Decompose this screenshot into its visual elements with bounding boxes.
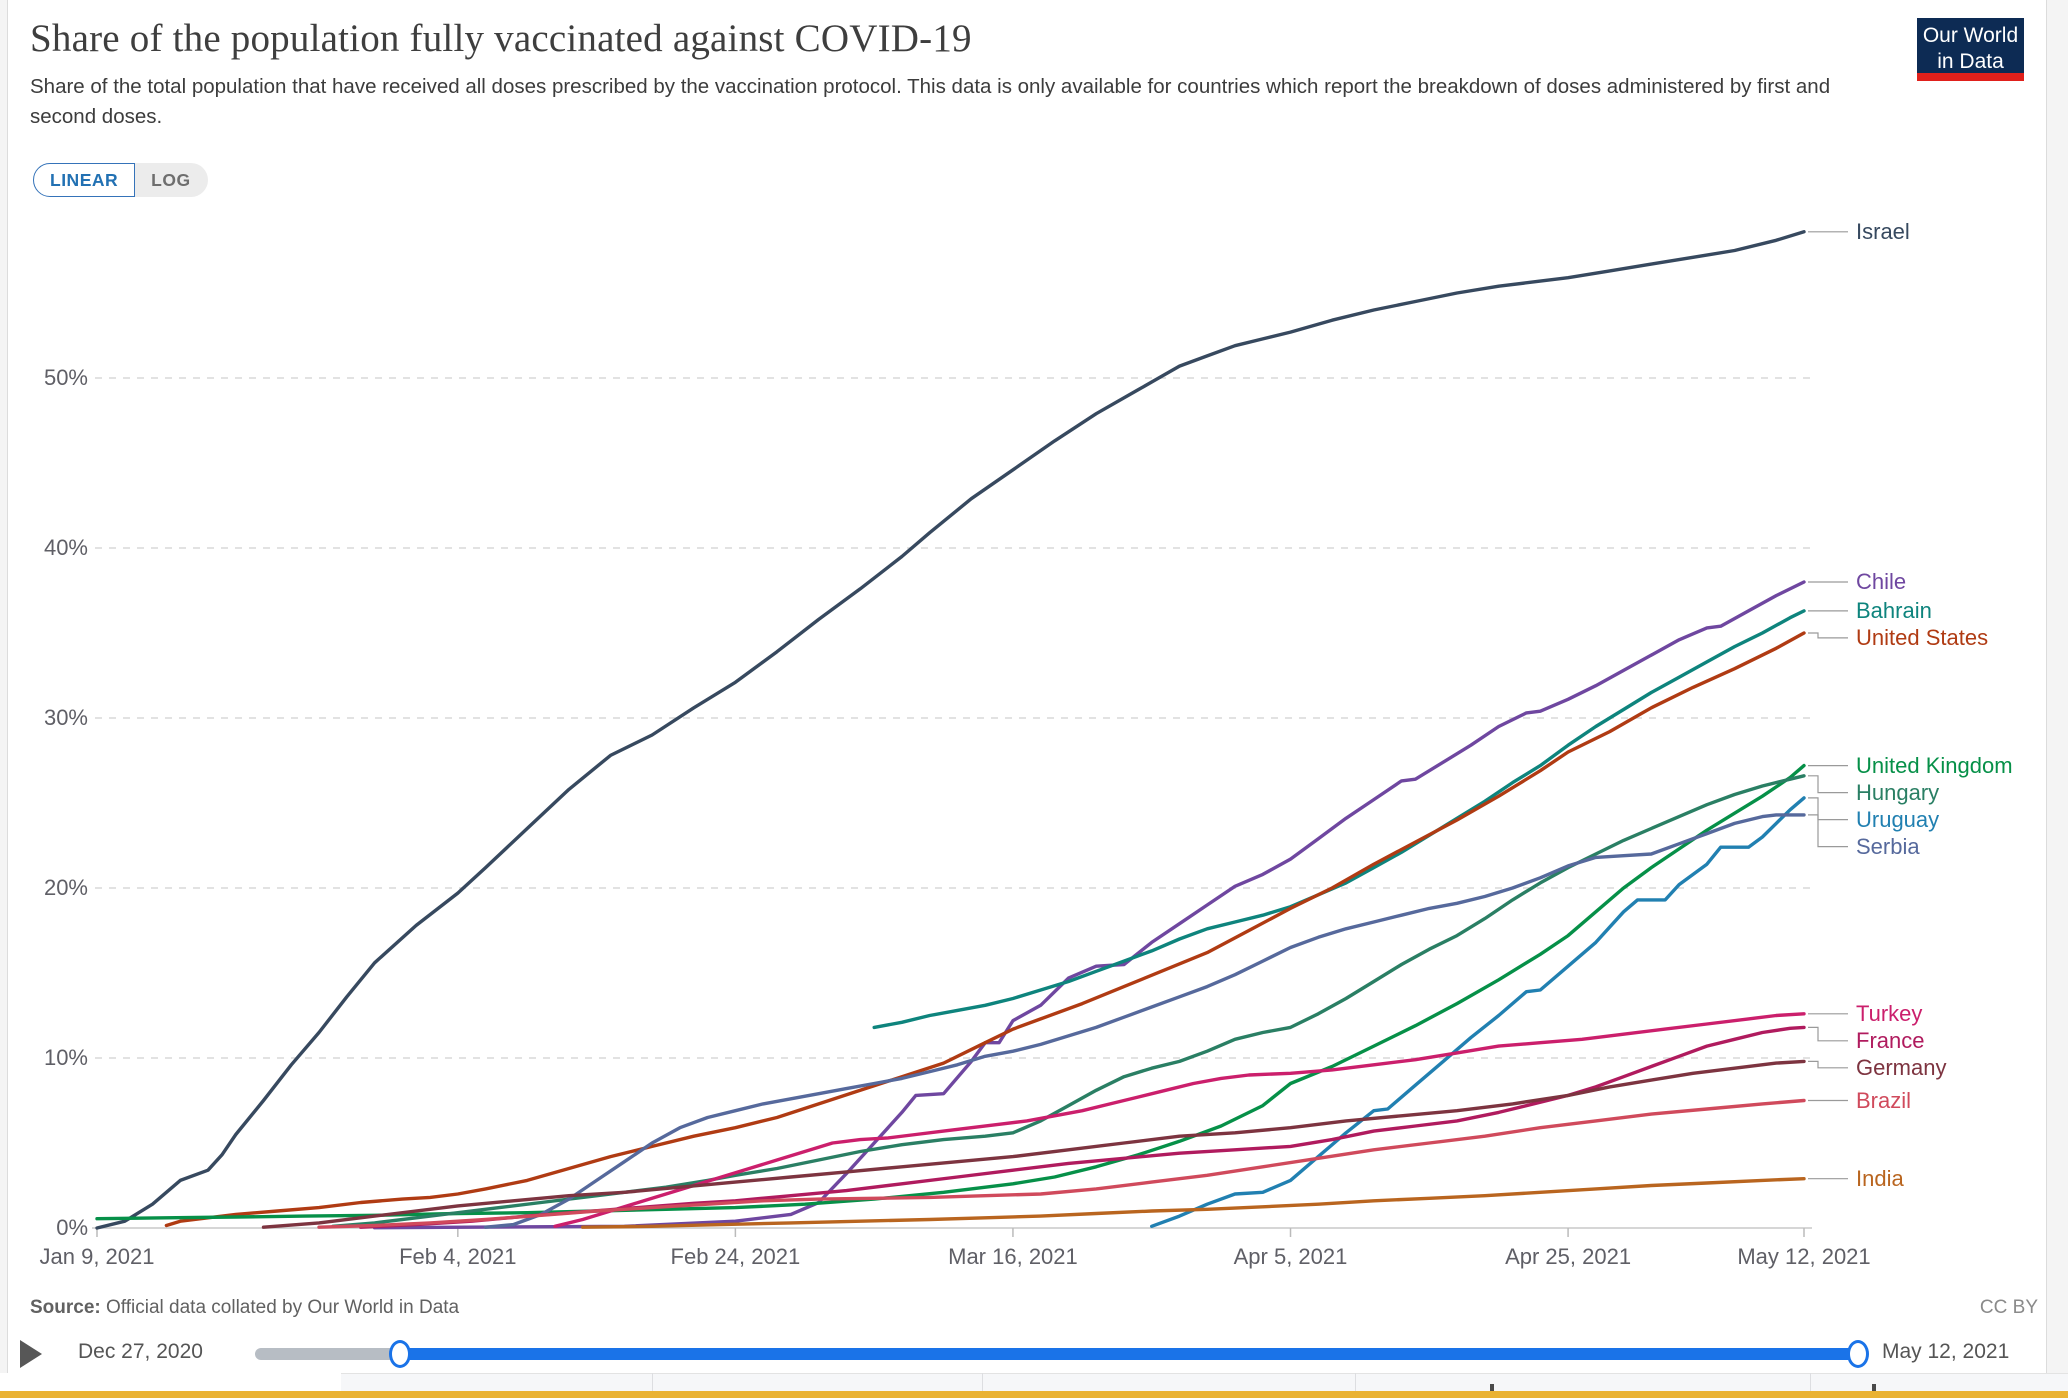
- label-connector-uruguay: [1808, 797, 1848, 821]
- country-label-bahrain[interactable]: Bahrain: [1856, 597, 1932, 623]
- page-left-edge: [0, 0, 8, 1373]
- series-line-israel: [95, 230, 1806, 1230]
- y-tick-label: 40%: [43, 535, 88, 560]
- page-right-edge: [2046, 0, 2068, 1373]
- country-label-brazil[interactable]: Brazil: [1856, 1087, 1912, 1113]
- series-line-germany: [261, 1059, 1806, 1229]
- series-line-united-states: [164, 631, 1806, 1228]
- x-tick-label: Mar 16, 2021: [948, 1244, 1078, 1269]
- country-label-israel[interactable]: Israel: [1856, 218, 1910, 244]
- label-connector-germany: [1808, 1060, 1848, 1069]
- sort-arrow-icon: [1490, 1384, 1494, 1391]
- owid-logo-line1: Our World: [1922, 24, 2019, 47]
- timeline-handle-end[interactable]: [1847, 1340, 1869, 1368]
- series-line-chile: [372, 580, 1806, 1230]
- series-line-united-kingdom: [95, 763, 1806, 1221]
- country-label-india[interactable]: India: [1856, 1165, 1904, 1191]
- x-tick-label: May 12, 2021: [1737, 1244, 1871, 1269]
- series-line-serbia: [483, 813, 1806, 1229]
- series-line-bahrain: [872, 609, 1806, 1030]
- y-tick-label: 20%: [43, 875, 88, 900]
- x-tick-label: Apr 25, 2021: [1505, 1244, 1632, 1269]
- country-label-united-kingdom[interactable]: United Kingdom: [1856, 752, 2013, 778]
- timeline-track-unselected[interactable]: [255, 1348, 403, 1360]
- timeline-start-date[interactable]: Dec 27, 2020: [78, 1340, 203, 1363]
- timeline-track-selected[interactable]: [400, 1348, 1858, 1360]
- y-tick-label: 50%: [43, 365, 88, 390]
- source-text: Official data collated by Our World in D…: [100, 1297, 460, 1318]
- y-tick-label: 30%: [43, 705, 88, 730]
- y-tick-label: 10%: [43, 1045, 88, 1070]
- page-title: Share of the population fully vaccinated…: [30, 17, 972, 60]
- country-label-united-states[interactable]: United States: [1856, 624, 1989, 650]
- country-label-serbia[interactable]: Serbia: [1856, 833, 1920, 859]
- table-column-divider: [1810, 1373, 1811, 1391]
- x-tick-label: Jan 9, 2021: [39, 1244, 155, 1269]
- label-connector-france: [1808, 1026, 1848, 1042]
- log-scale-button[interactable]: LOG: [135, 163, 208, 197]
- license-badge[interactable]: CC BY: [1979, 1297, 2038, 1318]
- series-line-uruguay: [1149, 796, 1806, 1229]
- x-tick-label: Apr 5, 2021: [1233, 1244, 1348, 1269]
- series-line-hungary: [331, 774, 1806, 1229]
- country-label-germany[interactable]: Germany: [1856, 1054, 1947, 1080]
- country-label-turkey[interactable]: Turkey: [1856, 1000, 1923, 1026]
- page-subtitle: Share of the total population that have …: [30, 75, 1831, 128]
- y-tick-label: 0%: [56, 1215, 88, 1240]
- timeline-handle-start[interactable]: [389, 1340, 411, 1368]
- source-prefix: Source:: [30, 1297, 101, 1318]
- country-label-uruguay[interactable]: Uruguay: [1856, 806, 1940, 832]
- table-column-divider: [652, 1373, 653, 1391]
- x-tick-label: Feb 24, 2021: [670, 1244, 801, 1269]
- cutoff-table-strip: [341, 1373, 2068, 1392]
- series-line-turkey: [553, 1012, 1806, 1229]
- source-line: Source: Official data collated by Our Wo…: [30, 1297, 459, 1319]
- owid-logo-line2: in Data: [1937, 50, 2004, 73]
- country-label-hungary[interactable]: Hungary: [1856, 779, 1940, 805]
- brand-gold-bar: [0, 1391, 2068, 1398]
- country-label-france[interactable]: France: [1856, 1027, 1925, 1053]
- label-connector-hungary: [1808, 775, 1848, 794]
- x-tick-label: Feb 4, 2021: [399, 1244, 517, 1269]
- owid-logo[interactable]: Our World in Data: [1917, 18, 2024, 81]
- scale-toggle: LINEAR LOG: [33, 163, 208, 197]
- timeline-end-date[interactable]: May 12, 2021: [1882, 1340, 2010, 1363]
- series-line-india: [581, 1176, 1806, 1229]
- series-line-brazil: [317, 1098, 1806, 1229]
- country-label-chile[interactable]: Chile: [1856, 569, 1907, 594]
- table-column-divider: [982, 1373, 983, 1391]
- sort-arrow-icon: [1872, 1384, 1876, 1391]
- linear-scale-button[interactable]: LINEAR: [33, 163, 136, 197]
- play-icon[interactable]: [20, 1340, 42, 1368]
- label-connector-serbia: [1808, 814, 1848, 848]
- table-column-divider: [1355, 1373, 1356, 1391]
- label-connector-united-states: [1808, 632, 1848, 639]
